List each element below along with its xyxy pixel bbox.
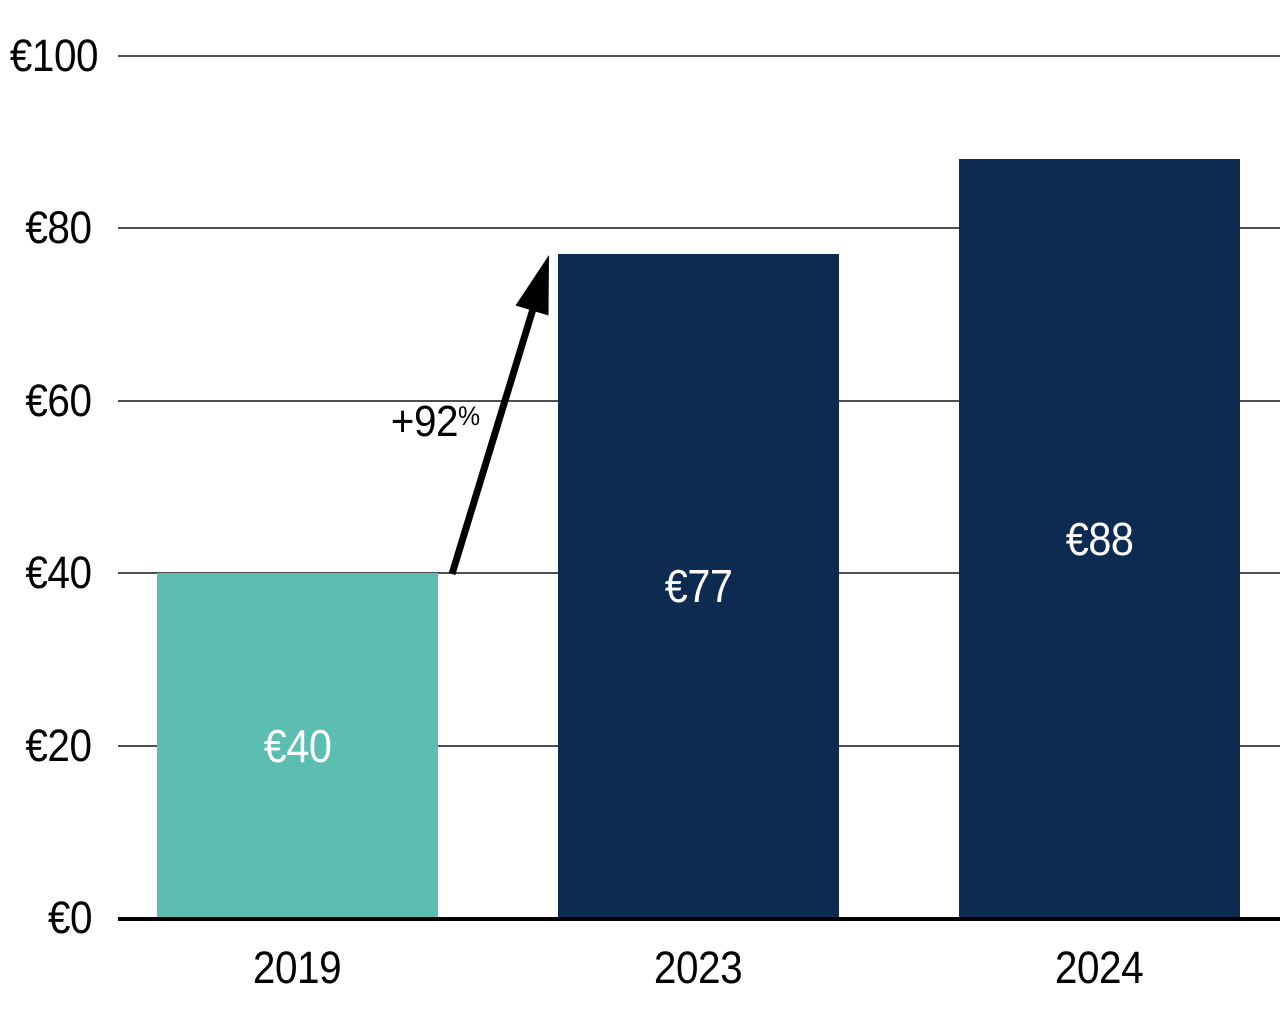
bar-value-label: €77 (664, 560, 733, 613)
x-axis-line (118, 917, 1280, 921)
gridline (118, 55, 1280, 57)
x-tick-label-text: 2024 (1055, 942, 1144, 993)
y-tick-label-text: €20 (25, 719, 93, 771)
bar-2023: €77 (558, 254, 839, 918)
growth-annotation-text: +92% (391, 393, 480, 445)
y-tick-label-text: €100 (9, 30, 99, 81)
x-tick-label-text: 2023 (654, 942, 743, 993)
bar-value-label: €88 (1065, 512, 1134, 565)
x-tick-label-2023: 2023 (558, 942, 839, 994)
y-tick-label-text: €0 (47, 892, 93, 943)
x-tick-label-text: 2019 (253, 942, 342, 993)
y-tick-label: €40 (0, 547, 93, 599)
x-tick-label-2024: 2024 (959, 942, 1240, 994)
bar-value-label: €40 (263, 719, 332, 772)
gridline (118, 227, 1280, 230)
y-tick-label: €80 (0, 202, 93, 254)
growth-annotation-value: +92 (390, 397, 459, 446)
growth-annotation: +92% (330, 393, 480, 445)
y-tick-label: €100 (0, 30, 99, 82)
y-tick-label-text: €40 (25, 547, 93, 599)
bar-2019: €40 (157, 573, 438, 918)
y-tick-label-text: €60 (25, 374, 93, 426)
y-tick-label: €0 (0, 892, 93, 944)
y-tick-label: €60 (0, 374, 93, 427)
bar-2024: €88 (959, 159, 1240, 918)
y-tick-label: €20 (0, 719, 93, 772)
x-tick-label-2019: 2019 (157, 942, 438, 994)
y-tick-label-text: €80 (25, 202, 93, 254)
percent-sign: % (457, 401, 480, 431)
